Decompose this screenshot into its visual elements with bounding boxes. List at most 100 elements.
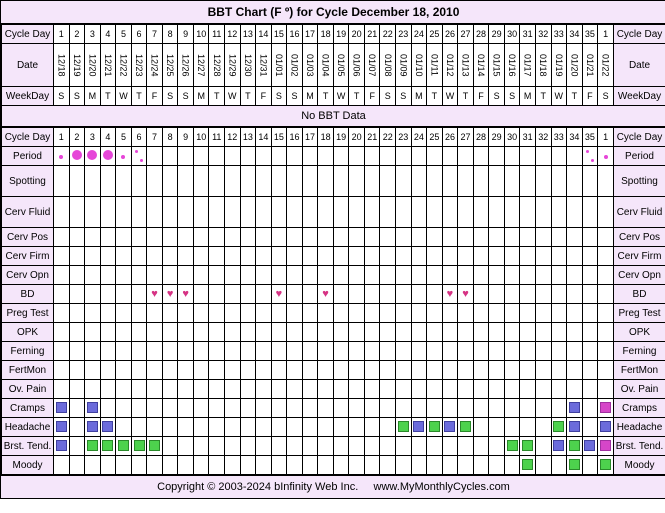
heart-icon: ♥ — [447, 288, 454, 300]
data-cell — [504, 361, 520, 380]
data-cell — [598, 323, 614, 342]
data-cell — [302, 147, 318, 166]
data-cell — [302, 247, 318, 266]
data-cell — [271, 304, 287, 323]
square-blue-icon — [56, 402, 67, 413]
data-cell — [520, 197, 536, 228]
data-cell — [520, 361, 536, 380]
data-cell — [504, 437, 520, 456]
data-cell — [162, 304, 178, 323]
data-cell — [442, 323, 458, 342]
data-cell — [489, 228, 505, 247]
data-cell — [427, 418, 443, 437]
data-cell — [178, 437, 194, 456]
data-cell: T — [209, 87, 225, 106]
row-label-right: Date — [614, 44, 665, 87]
heart-icon: ♥ — [151, 288, 158, 300]
data-cell — [520, 247, 536, 266]
data-cell — [520, 380, 536, 399]
row-label-left: Cerv Pos — [2, 228, 54, 247]
data-cell: W — [442, 87, 458, 106]
row-label-right: Cerv Fluid — [614, 197, 665, 228]
data-cell — [100, 323, 116, 342]
data-cell — [318, 147, 334, 166]
data-cell: 12/28 — [209, 44, 225, 87]
data-cell: 17 — [302, 25, 318, 44]
data-cell — [333, 456, 349, 475]
data-cell — [240, 285, 256, 304]
data-cell — [364, 342, 380, 361]
data-cell: S — [380, 87, 396, 106]
grid-row-cramps: CrampsCramps — [2, 399, 665, 418]
data-cell — [364, 304, 380, 323]
data-cell — [256, 285, 272, 304]
data-cell — [380, 361, 396, 380]
data-cell — [333, 197, 349, 228]
data-cell — [380, 342, 396, 361]
data-cell — [225, 418, 241, 437]
data-cell: 01/03 — [302, 44, 318, 87]
data-cell — [520, 418, 536, 437]
data-cell: 29 — [489, 128, 505, 147]
data-cell — [256, 266, 272, 285]
data-cell: 01/12 — [442, 44, 458, 87]
data-cell — [271, 166, 287, 197]
data-cell: 8 — [162, 25, 178, 44]
data-cell — [131, 197, 147, 228]
data-cell: 12/27 — [193, 44, 209, 87]
data-cell: 01/09 — [396, 44, 412, 87]
data-cell — [240, 304, 256, 323]
data-cell — [598, 197, 614, 228]
row-label-left: Ov. Pain — [2, 380, 54, 399]
data-cell — [116, 380, 132, 399]
data-cell: 01/22 — [598, 44, 614, 87]
data-cell: 19 — [333, 25, 349, 44]
heart-icon: ♥ — [167, 288, 174, 300]
data-cell — [364, 380, 380, 399]
data-cell: S — [287, 87, 303, 106]
data-cell — [333, 361, 349, 380]
data-cell — [69, 399, 85, 418]
data-cell — [333, 342, 349, 361]
data-cell: 1 — [598, 128, 614, 147]
data-cell — [582, 304, 598, 323]
data-cell — [209, 342, 225, 361]
row-label-left: Brst. Tend. — [2, 437, 54, 456]
data-cell: 01/15 — [489, 44, 505, 87]
data-cell — [287, 285, 303, 304]
data-cell — [427, 437, 443, 456]
data-cell: 01/08 — [380, 44, 396, 87]
data-cell: 4 — [100, 25, 116, 44]
data-cell: 19 — [333, 128, 349, 147]
data-cell — [535, 228, 551, 247]
data-cell — [349, 418, 365, 437]
data-cell — [178, 361, 194, 380]
footer-url: www.MyMonthlyCycles.com — [374, 481, 510, 493]
data-cell — [100, 437, 116, 456]
data-cell: 10 — [193, 25, 209, 44]
data-cell — [458, 418, 474, 437]
data-cell — [489, 147, 505, 166]
data-cell — [54, 361, 70, 380]
data-cell — [162, 399, 178, 418]
data-cell — [256, 380, 272, 399]
data-cell — [178, 323, 194, 342]
data-cell — [411, 380, 427, 399]
data-cell — [240, 197, 256, 228]
data-cell — [504, 228, 520, 247]
data-cell — [567, 323, 583, 342]
data-cell — [209, 147, 225, 166]
data-cell — [193, 247, 209, 266]
data-cell: 30 — [504, 128, 520, 147]
data-cell — [380, 247, 396, 266]
data-cell — [225, 147, 241, 166]
data-cell — [256, 323, 272, 342]
data-cell — [333, 247, 349, 266]
data-cell — [380, 380, 396, 399]
data-cell — [380, 323, 396, 342]
data-cell: W — [116, 87, 132, 106]
data-cell — [85, 197, 101, 228]
data-cell — [131, 380, 147, 399]
data-cell: M — [520, 87, 536, 106]
data-cell: 24 — [411, 25, 427, 44]
